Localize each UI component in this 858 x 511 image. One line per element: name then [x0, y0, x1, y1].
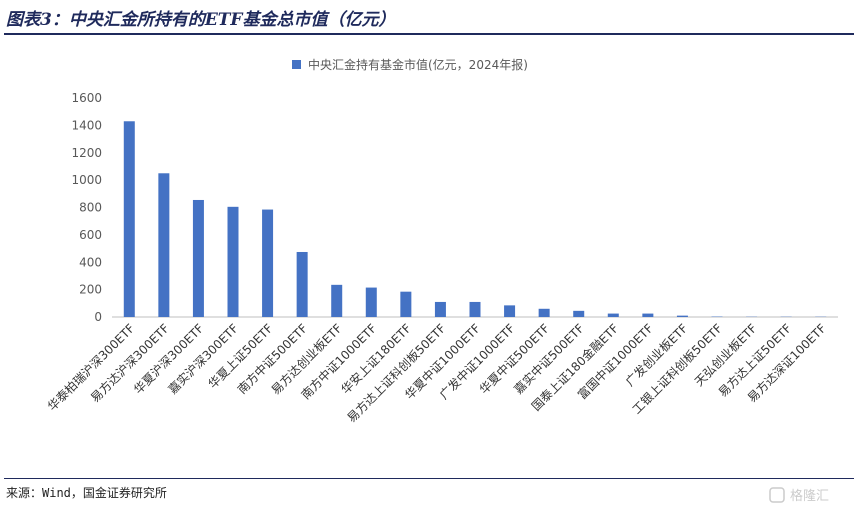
bar [538, 308, 550, 317]
bar [504, 305, 516, 317]
bar [192, 199, 204, 317]
y-tick-label: 0 [94, 310, 102, 324]
legend-label: 中央汇金持有基金市值(亿元，2024年报) [308, 57, 528, 72]
bar [676, 315, 688, 317]
header-divider [4, 33, 854, 35]
bar [262, 209, 274, 317]
watermark-logo-text: 格隆汇 [790, 488, 829, 504]
y-tick-label: 1600 [71, 91, 102, 105]
bar [400, 291, 412, 317]
bar [227, 206, 239, 317]
figure-header: 图表3：中央汇金所持有的ETF基金总市值（亿元） [0, 0, 858, 35]
bar [296, 251, 308, 317]
y-tick-label: 1400 [71, 118, 102, 132]
bar [331, 284, 343, 317]
bar [607, 313, 619, 317]
footer-divider [4, 478, 854, 479]
watermark-logo: 格隆汇 [769, 487, 829, 504]
watermark-logo-mark [769, 487, 785, 503]
bar [573, 310, 585, 317]
y-tick-label: 400 [79, 255, 102, 269]
y-tick-label: 800 [79, 201, 102, 215]
bar [158, 173, 170, 317]
y-tick-label: 200 [79, 283, 102, 297]
y-tick-label: 1200 [71, 146, 102, 160]
bar-chart: 中央汇金持有基金市值(亿元，2024年报) 0 200 400 600 800 1000 12… [44, 57, 838, 425]
figure-title: 图表3：中央汇金所持有的ETF基金总市值（亿元） [6, 10, 396, 30]
bar [469, 301, 481, 317]
bar [365, 287, 377, 317]
bar [434, 301, 446, 317]
legend-swatch [292, 60, 301, 69]
bar [123, 121, 135, 317]
source-note: 来源：Wind，国金证券研究所 [6, 486, 167, 500]
y-tick-label: 1000 [71, 173, 102, 187]
y-tick-label: 600 [79, 228, 102, 242]
bar [642, 313, 654, 317]
chart-area: 中央汇金持有基金市值(亿元，2024年报) 0 200 400 600 800 1000 12… [0, 36, 858, 472]
